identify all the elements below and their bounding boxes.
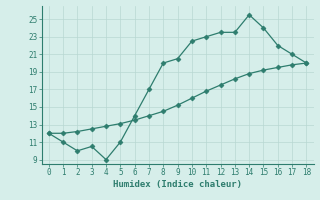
X-axis label: Humidex (Indice chaleur): Humidex (Indice chaleur): [113, 180, 242, 189]
